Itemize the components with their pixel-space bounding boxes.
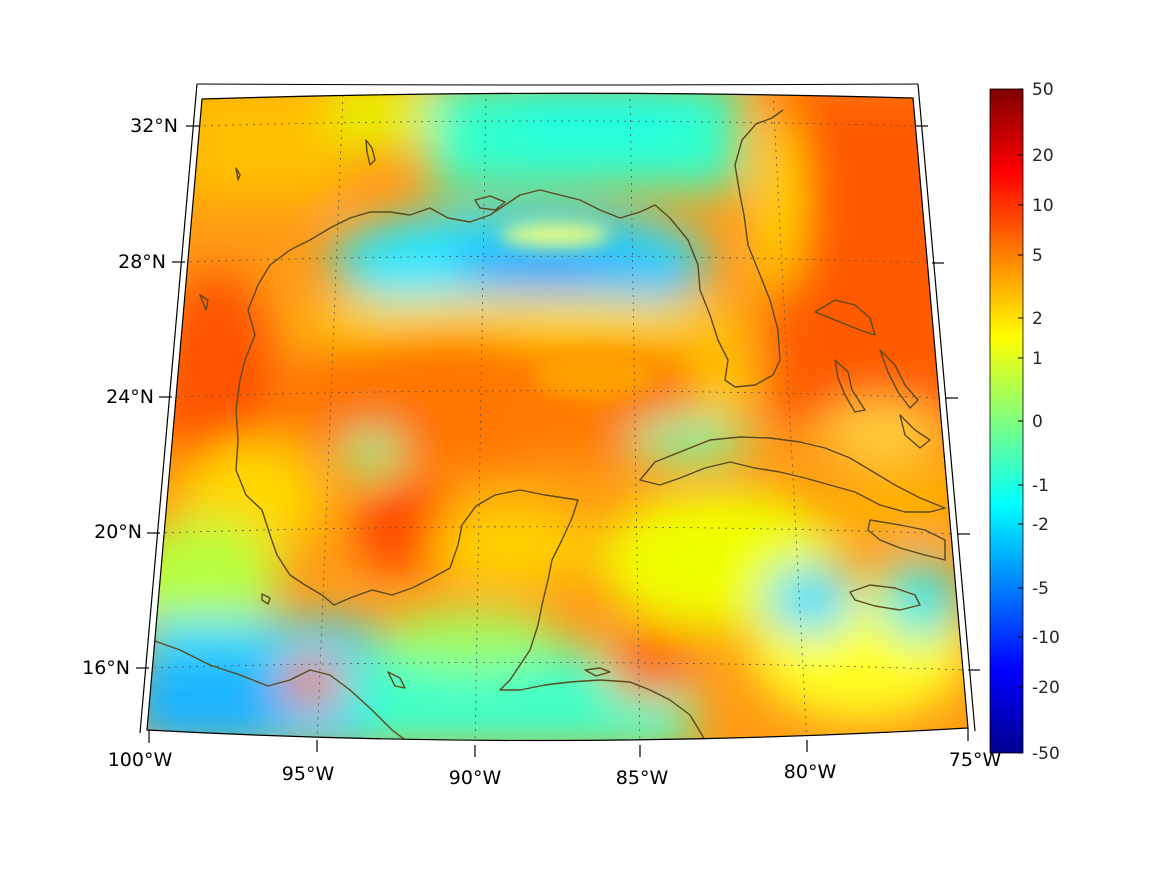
latitude-labels: 32°N 28°N 24°N 20°N 16°N: [82, 115, 178, 679]
colorbar-label-neg2: -2: [1032, 515, 1049, 535]
lat-label-16n: 16°N: [82, 657, 130, 679]
lat-label-32n: 32°N: [130, 115, 178, 137]
colorbar: 50 20 10 5 2 1 0 -1 -2 -5 -10 -20 -50: [989, 80, 1060, 764]
lon-label-95w: 95°W: [282, 763, 335, 785]
lon-label-75w: 75°W: [949, 749, 1002, 771]
coastlines: [151, 109, 946, 741]
lat-label-20n: 20°N: [94, 521, 142, 543]
colorbar-label-2: 2: [1032, 309, 1043, 329]
map-frame: [139, 83, 976, 742]
lat-label-24n: 24°N: [106, 386, 154, 408]
longitude-labels: 100°W 95°W 90°W 85°W 80°W 75°W: [108, 749, 1002, 789]
colorbar-label-0: 0: [1032, 412, 1043, 432]
colorbar-label-1: 1: [1032, 349, 1043, 369]
colorbar-label-20: 20: [1032, 146, 1054, 166]
colorbar-label-neg50: -50: [1032, 744, 1060, 764]
colorbar-label-10: 10: [1032, 196, 1054, 216]
lon-label-90w: 90°W: [449, 767, 502, 789]
graticule: [147, 93, 968, 741]
data-field: [147, 93, 968, 741]
lat-label-28n: 28°N: [118, 251, 166, 273]
lon-label-85w: 85°W: [616, 767, 669, 789]
colorbar-label-neg5: -5: [1032, 579, 1049, 599]
colorbar-label-neg20: -20: [1032, 678, 1060, 698]
colorbar-label-50: 50: [1032, 80, 1054, 100]
colorbar-gradient: [989, 88, 1024, 754]
lon-label-80w: 80°W: [784, 761, 837, 783]
frame-ticks: [136, 125, 980, 757]
lon-label-100w: 100°W: [108, 749, 173, 771]
colorbar-label-neg1: -1: [1032, 476, 1049, 496]
colorbar-label-5: 5: [1032, 246, 1043, 266]
colorbar-label-neg10: -10: [1032, 628, 1060, 648]
